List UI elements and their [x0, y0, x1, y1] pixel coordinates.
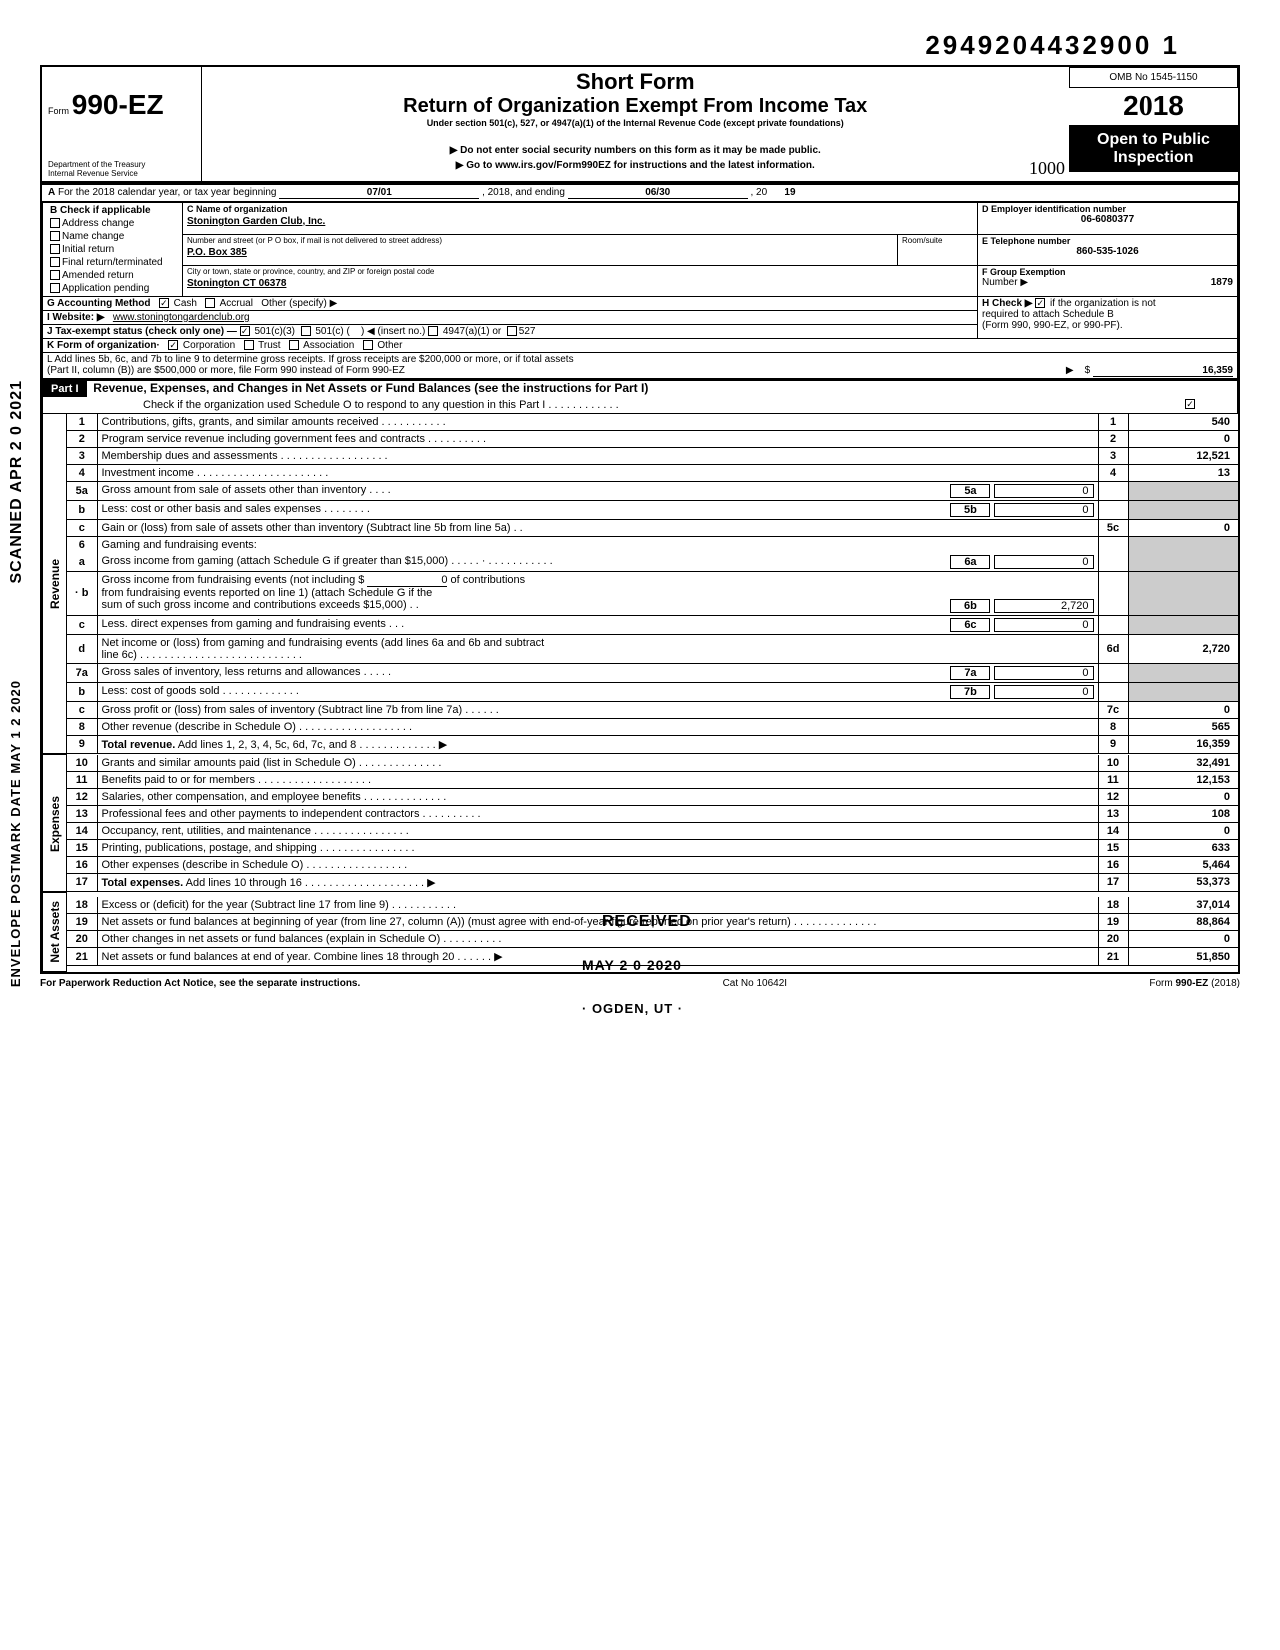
check-initial-return[interactable] — [50, 244, 60, 254]
form-header: Form 990-EZ Department of the Treasury I… — [40, 65, 1240, 183]
barcode-number: 2949204432900 1 — [40, 30, 1180, 61]
section-h: H Check ▶ if the organization is not req… — [978, 296, 1238, 338]
line-1: 1Contributions, gifts, grants, and simil… — [67, 414, 1238, 431]
check-accrual[interactable] — [205, 298, 215, 308]
open-public-badge: Open to Public Inspection — [1069, 125, 1238, 172]
line-5c: c Gain or (loss) from sale of assets oth… — [67, 519, 1238, 536]
instruction-2: ▶ Go to www.irs.gov/Form990EZ for instru… — [208, 158, 1064, 173]
check-4947[interactable] — [428, 326, 438, 336]
line-2: 2Program service revenue including gover… — [67, 430, 1238, 447]
line-18: 18Excess or (deficit) for the year (Subt… — [67, 897, 1238, 914]
side-label-expenses: Expenses — [43, 755, 67, 892]
check-name-change[interactable] — [50, 231, 60, 241]
line-5a: 5a Gross amount from sale of assets othe… — [67, 482, 1238, 501]
check-amended[interactable] — [50, 270, 60, 280]
page-footer: For Paperwork Reduction Act Notice, see … — [40, 974, 1240, 993]
line-7b: b Less: cost of goods sold . . . . . . .… — [67, 682, 1238, 701]
line-6b: · b Gross income from fundraising events… — [67, 571, 1238, 615]
check-trust[interactable] — [244, 340, 254, 350]
check-address-change[interactable] — [50, 218, 60, 228]
line-10: 10Grants and similar amounts paid (list … — [67, 755, 1238, 772]
line-5b: b Less: cost or other basis and sales ex… — [67, 500, 1238, 519]
section-l: L Add lines 5b, 6c, and 7b to line 9 to … — [43, 352, 1238, 378]
section-d: D Employer identification number 06-6080… — [978, 202, 1238, 234]
line-11: 11Benefits paid to or for members . . . … — [67, 771, 1238, 788]
side-label-revenue: Revenue — [43, 414, 67, 754]
stamp-postmark: ENVELOPE POSTMARK DATE MAY 1 2 2020 — [8, 680, 23, 987]
tax-year: 20201818 — [1069, 88, 1238, 125]
form-number: 990-EZ — [72, 89, 164, 120]
line-6a: a Gross income from gaming (attach Sched… — [67, 553, 1238, 572]
part1-header: Part I Revenue, Expenses, and Changes in… — [42, 379, 1238, 414]
section-e: E Telephone number 860-535-1026 — [978, 234, 1238, 265]
section-b-checkboxes: B Check if applicable Address change Nam… — [43, 202, 183, 296]
line-9: 9Total revenue. Add lines 1, 2, 3, 4, 5c… — [67, 735, 1238, 753]
check-other-org[interactable] — [363, 340, 373, 350]
side-label-netassets: Net Assets — [43, 893, 67, 972]
room-suite: Room/suite — [898, 234, 978, 265]
check-501c[interactable] — [301, 326, 311, 336]
section-g: G Accounting Method Cash Accrual Other (… — [43, 296, 978, 310]
stamp-received: RECEIVED — [602, 913, 692, 931]
city-label: City or town, state or province, country… — [183, 266, 977, 277]
under-section: Under section 501(c), 527, or 4947(a)(1)… — [208, 118, 1064, 128]
section-f: F Group Exemption Number ▶ 1879 — [978, 265, 1238, 296]
line-12: 12Salaries, other compensation, and empl… — [67, 788, 1238, 805]
line-3: 3Membership dues and assessments . . . .… — [67, 447, 1238, 464]
check-corporation[interactable] — [168, 340, 178, 350]
section-j-tax-status: J Tax-exempt status (check only one) — 5… — [43, 324, 978, 338]
header-info-grid: B Check if applicable Address change Nam… — [42, 202, 1238, 379]
check-app-pending[interactable] — [50, 283, 60, 293]
part1-body: Revenue 1Contributions, gifts, grants, a… — [42, 414, 1238, 755]
line-16: 16Other expenses (describe in Schedule O… — [67, 856, 1238, 873]
org-name: Stonington Garden Club, Inc. — [183, 215, 977, 228]
line-15: 15Printing, publications, postage, and s… — [67, 839, 1238, 856]
line-6: 6 Gaming and fundraising events: — [67, 536, 1238, 553]
check-501c3[interactable] — [240, 326, 250, 336]
stamp-ogden: · OGDEN, UT · — [582, 1001, 683, 1016]
dept-irs: Internal Revenue Service — [48, 170, 195, 179]
line-8: 8Other revenue (describe in Schedule O) … — [67, 719, 1238, 736]
line-6c: c Less. direct expenses from gaming and … — [67, 615, 1238, 634]
section-i-website: I Website: ▶ www.stoningtongardenclub.or… — [43, 310, 978, 324]
line-17: 17Total expenses. Add lines 10 through 1… — [67, 873, 1238, 891]
line-20: 20Other changes in net assets or fund ba… — [67, 931, 1238, 948]
line-6d: d Net income or (loss) from gaming and f… — [67, 634, 1238, 663]
org-city: Stonington CT 06378 — [183, 277, 977, 290]
line-14: 14Occupancy, rent, utilities, and mainte… — [67, 822, 1238, 839]
row-a-tax-year: A For the 2018 calendar year, or tax yea… — [42, 183, 1238, 202]
line-13: 13Professional fees and other payments t… — [67, 805, 1238, 822]
addr-label: Number and street (or P O box, if mail i… — [183, 235, 897, 246]
stamp-date: MAY 2 0 2020 — [582, 957, 682, 973]
instruction-1: ▶ Do not enter social security numbers o… — [208, 143, 1064, 158]
check-association[interactable] — [289, 340, 299, 350]
check-schedule-o[interactable] — [1185, 399, 1195, 409]
check-final-return[interactable] — [50, 257, 60, 267]
stamp-scanned: SCANNED APR 2 0 2021 — [8, 380, 26, 583]
form-prefix: Form — [48, 106, 69, 116]
check-cash[interactable] — [159, 298, 169, 308]
section-k-form-org: K Form of organization· Corporation Trus… — [43, 338, 1238, 352]
handwritten-note: 1000 — [1029, 158, 1065, 179]
line-4: 4Investment income . . . . . . . . . . .… — [67, 464, 1238, 481]
line-7a: 7a Gross sales of inventory, less return… — [67, 663, 1238, 682]
check-schedule-b[interactable] — [1035, 298, 1045, 308]
line-7c: c Gross profit or (loss) from sales of i… — [67, 701, 1238, 718]
short-form-title: Short Form — [208, 69, 1064, 95]
section-c-label: C Name of organization — [183, 203, 977, 215]
return-title: Return of Organization Exempt From Incom… — [208, 95, 1064, 118]
org-address: P.O. Box 385 — [183, 246, 897, 259]
check-527[interactable] — [507, 326, 517, 336]
omb-number: OMB No 1545-1150 — [1069, 67, 1238, 88]
